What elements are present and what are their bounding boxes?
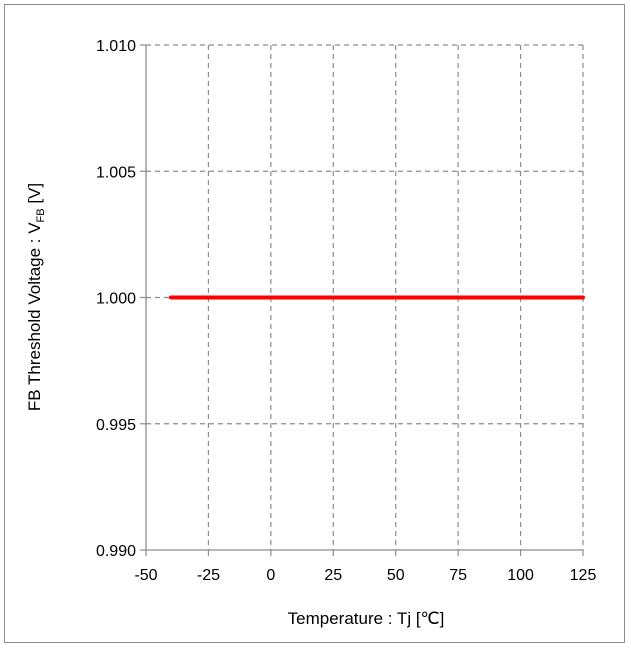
axis-layer [140,44,584,556]
x-tick-label: -25 [197,567,220,584]
chart-svg: -50 -25 0 25 50 75 100 125 0.990 0.995 1.000 1.005 1… [25,38,596,628]
y-tick-label: 0.990 [96,543,136,560]
x-axis-title: Temperature : Tj [℃] [288,609,445,628]
tick-label-layer: -50 -25 0 25 50 75 100 125 0.990 0.995 1.000 1.005 1… [96,38,596,584]
y-tick-label: 1.005 [96,164,136,181]
y-axis-title-subscript: FB [35,208,47,222]
x-tick-label: 0 [266,567,275,584]
x-tick-label: 50 [387,567,405,584]
x-tick-label: 25 [324,567,342,584]
y-axis-title-main: FB Threshold Voltage : V [25,222,44,411]
y-tick-label: 1.010 [96,38,136,55]
x-tick-label: 100 [507,567,534,584]
x-tick-label: -50 [134,567,157,584]
chart-frame: -50 -25 0 25 50 75 100 125 0.990 0.995 1.000 1.005 1… [4,4,625,643]
y-axis-title: FB Threshold Voltage : VFB [V] [25,183,47,411]
x-tick-label: 125 [570,567,597,584]
y-axis-title-unit: [V] [25,183,44,209]
y-tick-label: 1.000 [96,291,136,308]
y-tick-label: 0.995 [96,417,136,434]
x-tick-label: 75 [449,567,467,584]
